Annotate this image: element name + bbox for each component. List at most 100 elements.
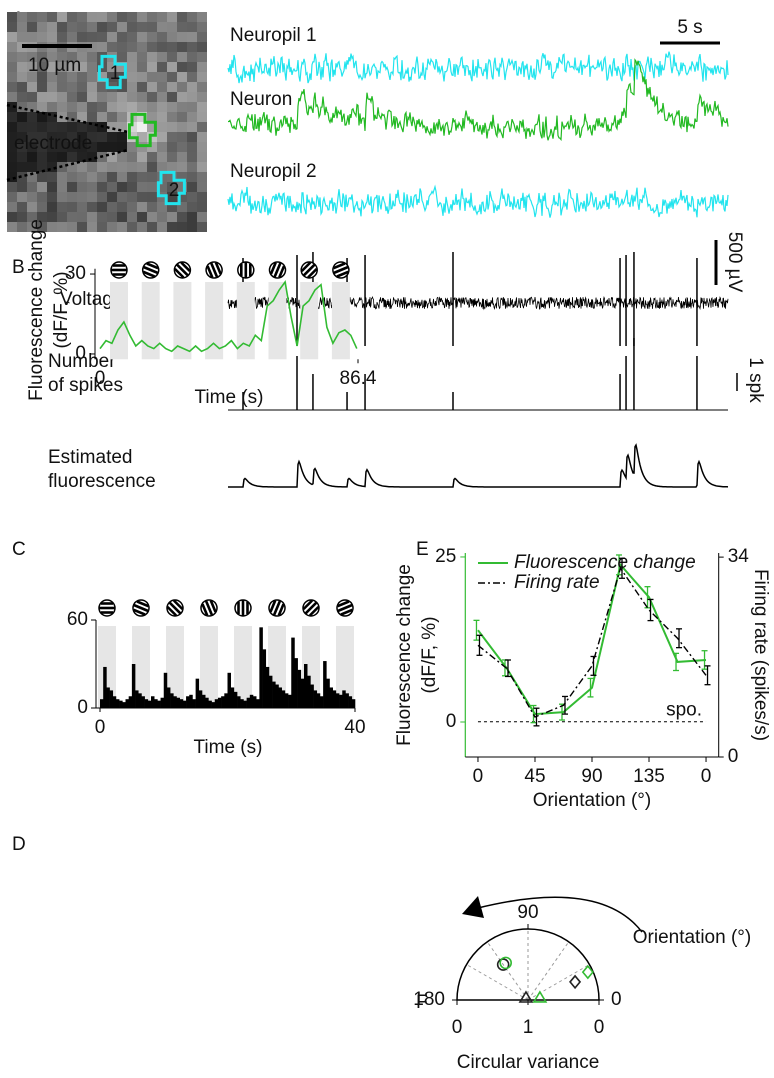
histogram-bar bbox=[326, 679, 329, 708]
histogram-bar bbox=[196, 679, 199, 708]
grating-icon bbox=[111, 262, 127, 278]
y2-axis-label: Firing rate (spikes/s) bbox=[750, 569, 771, 741]
image-pixel bbox=[197, 212, 207, 222]
image-pixel bbox=[137, 32, 147, 42]
histogram-bar bbox=[183, 701, 186, 708]
image-pixel bbox=[147, 92, 157, 102]
image-pixel bbox=[137, 42, 147, 52]
image-pixel bbox=[17, 22, 27, 32]
histogram-bar bbox=[145, 699, 148, 708]
image-pixel bbox=[7, 52, 17, 62]
label-line: (dF/F, %) bbox=[51, 271, 72, 348]
image-pixel bbox=[107, 212, 117, 222]
image-pixel bbox=[197, 172, 207, 182]
histogram-bar bbox=[282, 690, 285, 708]
image-pixel bbox=[37, 122, 47, 132]
image-pixel bbox=[57, 122, 67, 132]
histogram-bar bbox=[167, 687, 170, 708]
image-pixel bbox=[157, 22, 167, 32]
image-pixel bbox=[147, 102, 157, 112]
image-pixel bbox=[97, 202, 107, 212]
image-pixel bbox=[67, 92, 77, 102]
image-pixel bbox=[127, 212, 137, 222]
image-pixel bbox=[97, 32, 107, 42]
image-pixel bbox=[87, 52, 97, 62]
roi-label: 1 bbox=[110, 63, 121, 84]
image-pixel bbox=[67, 32, 77, 42]
image-pixel bbox=[187, 132, 197, 142]
image-pixel bbox=[137, 82, 147, 92]
image-pixel bbox=[27, 122, 37, 132]
image-pixel bbox=[167, 162, 177, 172]
image-pixel bbox=[157, 112, 167, 122]
image-pixel bbox=[147, 222, 157, 232]
image-pixel bbox=[187, 22, 197, 32]
image-pixel bbox=[37, 172, 47, 182]
image-pixel bbox=[27, 22, 37, 32]
image-pixel bbox=[177, 92, 187, 102]
histogram-bar bbox=[103, 667, 106, 708]
image-pixel bbox=[187, 82, 197, 92]
image-pixel bbox=[117, 182, 127, 192]
image-pixel bbox=[127, 42, 137, 52]
image-pixel bbox=[137, 202, 147, 212]
image-pixel bbox=[97, 172, 107, 182]
legend-label: Firing rate bbox=[514, 572, 600, 593]
image-pixel bbox=[7, 162, 17, 172]
histogram-bar bbox=[177, 698, 180, 708]
image-pixel bbox=[67, 212, 77, 222]
image-pixel bbox=[197, 162, 207, 172]
image-pixel bbox=[147, 162, 157, 172]
histogram-bar bbox=[298, 670, 301, 708]
image-pixel bbox=[167, 112, 177, 122]
image-pixel bbox=[167, 42, 177, 52]
electrode-label: electrode bbox=[14, 133, 92, 154]
image-pixel bbox=[167, 62, 177, 72]
image-pixel bbox=[7, 212, 17, 222]
histogram-bar bbox=[186, 696, 189, 708]
image-pixel bbox=[157, 82, 167, 92]
histogram-bar bbox=[272, 682, 275, 708]
stimulus-band bbox=[332, 282, 350, 359]
image-pixel bbox=[197, 62, 207, 72]
stimulus-band bbox=[110, 282, 128, 359]
image-pixel bbox=[147, 52, 157, 62]
image-pixel bbox=[37, 102, 47, 112]
image-pixel bbox=[17, 82, 27, 92]
image-pixel bbox=[197, 222, 207, 232]
image-pixel bbox=[167, 32, 177, 42]
image-pixel bbox=[167, 152, 177, 162]
image-pixel bbox=[47, 202, 57, 212]
image-pixel bbox=[127, 72, 137, 82]
image-pixel bbox=[147, 172, 157, 182]
image-pixel bbox=[87, 202, 97, 212]
image-pixel bbox=[57, 192, 67, 202]
image-pixel bbox=[77, 102, 87, 112]
image-pixel bbox=[27, 92, 37, 102]
image-pixel bbox=[17, 182, 27, 192]
image-pixel bbox=[137, 212, 147, 222]
histogram-bar bbox=[132, 664, 135, 708]
y-tick-label: 0 bbox=[446, 711, 457, 732]
image-pixel bbox=[87, 32, 97, 42]
image-pixel bbox=[127, 92, 137, 102]
image-pixel bbox=[127, 62, 137, 72]
image-pixel bbox=[67, 222, 77, 232]
image-pixel bbox=[157, 72, 167, 82]
image-pixel bbox=[197, 72, 207, 82]
image-pixel bbox=[47, 122, 57, 132]
image-pixel bbox=[7, 42, 17, 52]
image-pixel bbox=[7, 202, 17, 212]
image-pixel bbox=[7, 72, 17, 82]
histogram-bar bbox=[173, 696, 176, 708]
histogram-bar bbox=[352, 699, 355, 708]
histogram-bar bbox=[234, 692, 237, 708]
image-pixel bbox=[27, 182, 37, 192]
histogram-bar bbox=[349, 696, 352, 708]
image-pixel bbox=[197, 82, 207, 92]
image-pixel bbox=[97, 162, 107, 172]
image-pixel bbox=[157, 102, 167, 112]
image-pixel bbox=[87, 222, 97, 232]
page: ABCDEFelectrode10 µm12Neuropil 1NeuronNe… bbox=[0, 0, 774, 1078]
image-pixel bbox=[117, 112, 127, 122]
